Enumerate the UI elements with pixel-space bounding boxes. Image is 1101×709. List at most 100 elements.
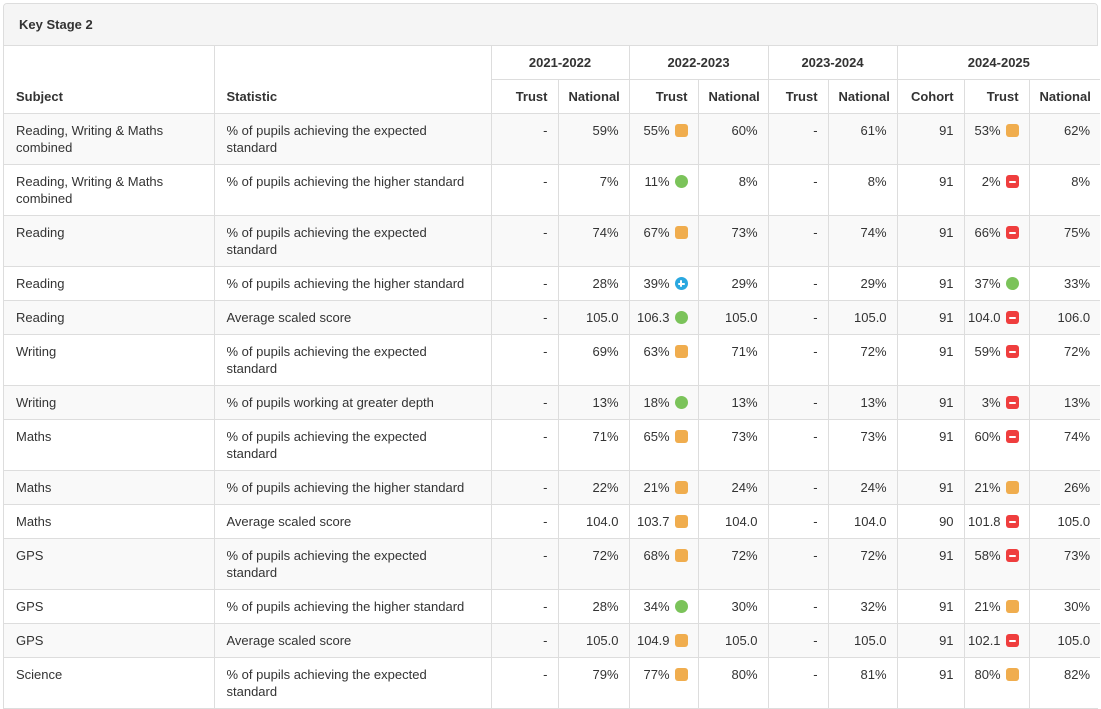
red-square-minus-icon (1005, 311, 1019, 324)
value-cell: 72% (697, 538, 769, 590)
value-cell: 21% (963, 589, 1030, 624)
value-cell: 22% (557, 470, 630, 505)
value-cell: - (490, 215, 559, 267)
cell-value: 53% (974, 123, 1001, 138)
value-cell: 104.0 (963, 300, 1030, 335)
green-circle-icon (674, 311, 688, 324)
subject-cell: Science (3, 657, 215, 709)
cell-value: - (543, 276, 548, 291)
value-cell: - (767, 113, 829, 165)
value-cell: 37% (963, 266, 1030, 301)
cell-value: 18% (643, 395, 670, 410)
table-row: Maths% of pupils achieving the higher st… (3, 470, 1101, 505)
value-cell: 59% (557, 113, 630, 165)
cell-value: 63% (643, 344, 670, 359)
cell-value: 105.0 (854, 633, 887, 648)
value-cell: 24% (697, 470, 769, 505)
cell-value: 73% (731, 225, 758, 240)
statistic-cell: % of pupils achieving the expected stand… (213, 657, 492, 709)
red-square-minus-icon (1005, 396, 1019, 409)
cell-value: - (543, 667, 548, 682)
cell-value: 91 (939, 667, 954, 682)
value-cell: 33% (1028, 266, 1101, 301)
value-cell: - (767, 589, 829, 624)
cell-value: 60% (731, 123, 758, 138)
cell-value: - (813, 395, 818, 410)
value-cell: 77% (628, 657, 699, 709)
cell-value: 105.0 (854, 310, 887, 325)
cell-value: 105.0 (1057, 514, 1091, 529)
col-header-2024-cohort: Cohort (896, 79, 965, 114)
cell-value: 13% (860, 395, 887, 410)
sub-header-row: Trust National Trust National Trust Nati… (4, 79, 1101, 114)
cell-value: 59% (592, 123, 619, 138)
value-cell: 74% (557, 215, 630, 267)
statistic-cell: % of pupils achieving the higher standar… (213, 470, 492, 505)
value-cell: - (490, 470, 559, 505)
cell-value: 72% (731, 548, 758, 563)
subject-cell: Reading, Writing & Maths combined (3, 164, 215, 216)
statistic-cell: % of pupils achieving the higher standar… (213, 589, 492, 624)
orange-square-icon (1005, 668, 1019, 681)
value-cell: - (767, 300, 829, 335)
value-cell: - (490, 419, 559, 471)
cell-value: - (543, 174, 548, 189)
cell-value: 60% (974, 429, 1001, 444)
value-cell: 8% (697, 164, 769, 216)
value-cell: 69% (557, 334, 630, 386)
cell-value: - (543, 514, 548, 529)
value-cell: 59% (963, 334, 1030, 386)
col-header-2021-trust: Trust (490, 79, 559, 114)
value-cell: 60% (697, 113, 769, 165)
cell-value: 22% (592, 480, 619, 495)
col-header-2023-national: National (827, 79, 898, 114)
value-cell: - (490, 657, 559, 709)
cell-value: 67% (643, 225, 670, 240)
statistic-cell: % of pupils achieving the higher standar… (213, 266, 492, 301)
col-header-2024-trust: Trust (963, 79, 1030, 114)
table-row: Reading% of pupils achieving the expecte… (3, 215, 1101, 267)
value-cell: 101.8 (963, 504, 1030, 539)
cell-value: 104.0 (854, 514, 887, 529)
cell-value: 91 (939, 599, 954, 614)
cell-value: 91 (939, 480, 954, 495)
subject-cell: Reading, Writing & Maths combined (3, 113, 215, 165)
cell-value: - (813, 633, 818, 648)
value-cell: - (490, 113, 559, 165)
value-cell: 30% (697, 589, 769, 624)
table-row: Reading, Writing & Maths combined% of pu… (3, 113, 1101, 165)
value-cell: 65% (628, 419, 699, 471)
orange-square-icon (674, 515, 688, 528)
cell-value: 59% (974, 344, 1001, 359)
value-cell: - (767, 164, 829, 216)
statistic-cell: % of pupils achieving the expected stand… (213, 419, 492, 471)
value-cell: 13% (697, 385, 769, 420)
cell-value: 91 (939, 276, 954, 291)
cell-value: 91 (939, 633, 954, 648)
panel-title: Key Stage 2 (4, 4, 1097, 46)
table-row: GPS Average scaled score - 105.0 104.9 105.0 -… (3, 623, 1101, 658)
value-cell: 21% (628, 470, 699, 505)
cell-value: 24% (860, 480, 887, 495)
value-cell: - (490, 623, 559, 658)
cell-value: - (813, 667, 818, 682)
cell-value: 91 (939, 310, 954, 325)
value-cell: 60% (963, 419, 1030, 471)
cell-value: 29% (860, 276, 887, 291)
cell-value: 105.0 (724, 310, 758, 325)
year-group-2023-2024: 2023-2024 (767, 45, 898, 80)
value-cell: - (767, 419, 829, 471)
value-cell: 2% (963, 164, 1030, 216)
value-cell: 34% (628, 589, 699, 624)
table-header: Subject Statistic 2021-2022 2022-2023 20… (3, 45, 1101, 114)
value-cell: - (767, 266, 829, 301)
orange-square-icon (674, 430, 688, 443)
value-cell: - (767, 215, 829, 267)
orange-square-icon (674, 549, 688, 562)
subject-cell: Reading (3, 215, 215, 267)
value-cell: 63% (628, 334, 699, 386)
cell-value: 73% (1064, 548, 1091, 563)
cell-value: 72% (860, 344, 887, 359)
cell-value: 66% (974, 225, 1001, 240)
year-group-2021-2022: 2021-2022 (490, 45, 630, 80)
